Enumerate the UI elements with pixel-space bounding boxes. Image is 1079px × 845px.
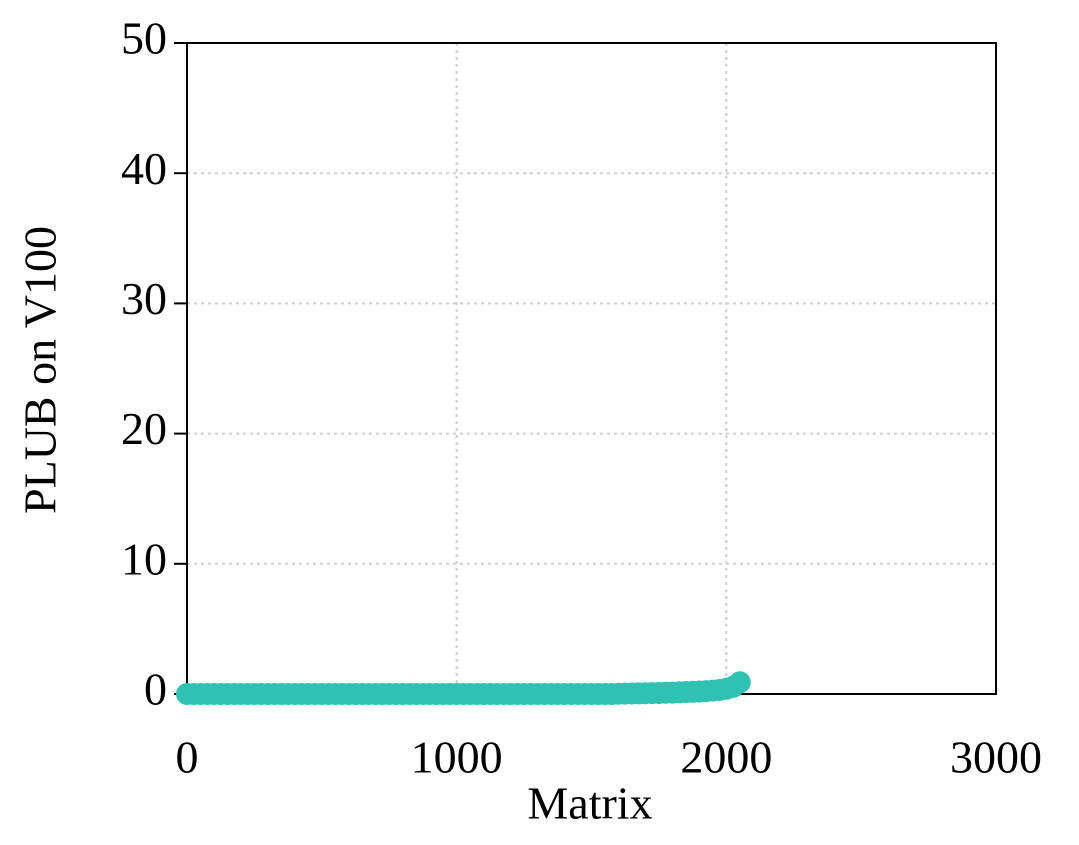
x-tick-label: 0 <box>176 732 199 783</box>
plot-frame <box>186 42 997 695</box>
y-tick-label: 0 <box>144 664 167 715</box>
x-axis-label: Matrix <box>527 778 652 829</box>
x-tick-label: 2000 <box>680 732 772 783</box>
x-tick-label: 1000 <box>411 732 503 783</box>
point <box>728 671 751 694</box>
y-tick-label: 10 <box>121 533 167 584</box>
x-tick-label: 3000 <box>950 732 1042 783</box>
y-tick-label: 20 <box>121 403 167 454</box>
y-axis-label: PLUB on V100 <box>15 226 66 514</box>
y-tick-label: 40 <box>121 143 167 194</box>
y-tick-label: 50 <box>121 13 167 64</box>
y-tick-label: 30 <box>121 273 167 324</box>
